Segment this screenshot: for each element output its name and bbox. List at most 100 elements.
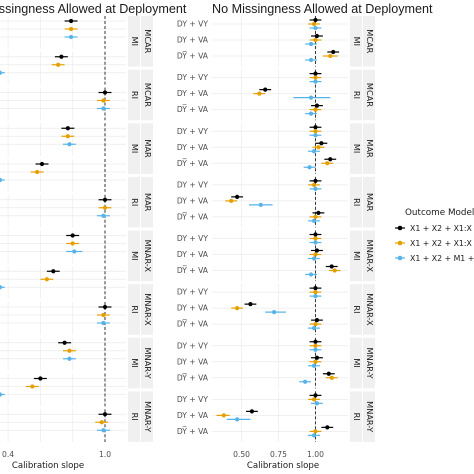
right-x-axis-title: Calibration slope (247, 461, 319, 471)
data-point (313, 25, 318, 31)
y-tick-label: DY̅ + VA (177, 266, 209, 275)
data-point (314, 248, 320, 253)
data-point (313, 214, 318, 219)
facet-strip-outer (141, 123, 153, 174)
facet-strip-inner (128, 176, 140, 228)
y-tick-label: DY̅ + VA (177, 426, 209, 435)
data-point (0, 285, 3, 290)
data-point (313, 359, 318, 364)
x-tick-label: 1.00 (307, 450, 324, 459)
facet-strip-inner (350, 176, 362, 228)
facet-strip-outer (363, 337, 375, 389)
y-tick-label: DY + VY (177, 341, 208, 350)
data-point (308, 272, 314, 277)
data-point (257, 91, 262, 96)
facet-strip-outer (363, 391, 375, 442)
data-point (229, 198, 234, 203)
data-point (101, 312, 106, 318)
data-point (102, 197, 108, 202)
facet-label-inner: RI (130, 305, 140, 313)
facet-strip-inner (128, 69, 140, 121)
data-point (44, 277, 49, 282)
data-point (313, 79, 318, 84)
facet-label-outer: MCAR (365, 29, 375, 53)
right-panel-title: No Missingness Allowed at Deployment (212, 2, 433, 16)
facet-strip-outer (141, 16, 153, 67)
data-point (313, 232, 318, 237)
data-point (313, 286, 318, 291)
data-point (101, 106, 106, 111)
data-point (311, 218, 317, 223)
data-point (332, 268, 337, 273)
data-point (319, 141, 324, 146)
data-point (314, 355, 320, 360)
data-point (248, 302, 253, 307)
data-point (316, 210, 321, 215)
facet-label-inner: MI (130, 37, 140, 46)
data-point (70, 233, 75, 238)
data-point (314, 318, 320, 323)
data-point (0, 392, 3, 397)
facet-label-inner: MI (130, 358, 140, 367)
right-plot-panel: DY + VY DY + VA DY̅ + VA MI MCAR DY + VY DY + … (177, 16, 375, 459)
facet-strip-outer (363, 284, 375, 335)
data-point (221, 413, 226, 418)
y-tick-label: DY + VA (177, 411, 209, 420)
data-point (67, 142, 72, 147)
data-point (311, 182, 317, 187)
data-point (62, 340, 67, 345)
facet-label-inner: RI (352, 305, 362, 313)
data-point (313, 236, 318, 241)
data-point (326, 371, 331, 376)
facet-strip-outer (363, 176, 375, 228)
data-point (70, 241, 75, 246)
facet-label-outer: MNAR-Y (365, 401, 375, 433)
facet-strip-inner (350, 16, 362, 67)
data-point (313, 71, 318, 76)
facet-label-inner: MI (352, 251, 362, 260)
data-point (235, 194, 240, 199)
facet-strip-outer (363, 123, 375, 174)
facet-label-inner: MI (130, 144, 140, 153)
data-point (313, 294, 318, 299)
facet-strip-outer (141, 337, 153, 389)
facet-label-outer: MAR (365, 139, 375, 158)
legend: Outcome Model X1 + X2 + X1:X X1 + X2 + X1… (395, 208, 474, 263)
data-point (0, 177, 3, 183)
data-point (313, 125, 318, 130)
data-point (235, 417, 240, 422)
data-point (65, 126, 70, 131)
data-point (313, 290, 318, 295)
left-x-axis-title: Calibration slope (12, 461, 84, 471)
y-tick-label: DY + VY (177, 127, 208, 136)
data-point (311, 326, 317, 331)
data-point (308, 41, 314, 47)
data-point (51, 269, 56, 274)
x-tick-label: 0.4 (2, 450, 14, 459)
data-point (308, 95, 314, 100)
y-tick-label: DY + VA (177, 143, 209, 152)
data-point (35, 169, 40, 175)
facet-label-outer: MCAR (143, 29, 153, 53)
facet-label-inner: RI (130, 198, 140, 206)
data-point (313, 17, 318, 23)
data-point (30, 384, 35, 389)
facet-label-outer: MNAR-X (143, 293, 153, 326)
legend-key-point (397, 255, 403, 261)
data-point (313, 178, 318, 183)
legend-label: X1 + X2 + X1:X (410, 239, 473, 248)
x-tick-label: 0.50 (233, 450, 250, 459)
data-point (328, 157, 333, 162)
y-tick-label: DY + VY (177, 288, 208, 297)
data-point (329, 264, 334, 269)
facet-strip-inner (350, 391, 362, 442)
data-point (311, 397, 317, 402)
data-point (101, 320, 106, 326)
data-point (325, 161, 330, 166)
data-point (314, 103, 320, 108)
data-point (102, 412, 108, 417)
y-tick-label: DY̅ + VA (177, 105, 209, 114)
facet-label-outer: MAR (143, 139, 153, 158)
data-point (101, 98, 106, 103)
data-point (311, 363, 317, 368)
